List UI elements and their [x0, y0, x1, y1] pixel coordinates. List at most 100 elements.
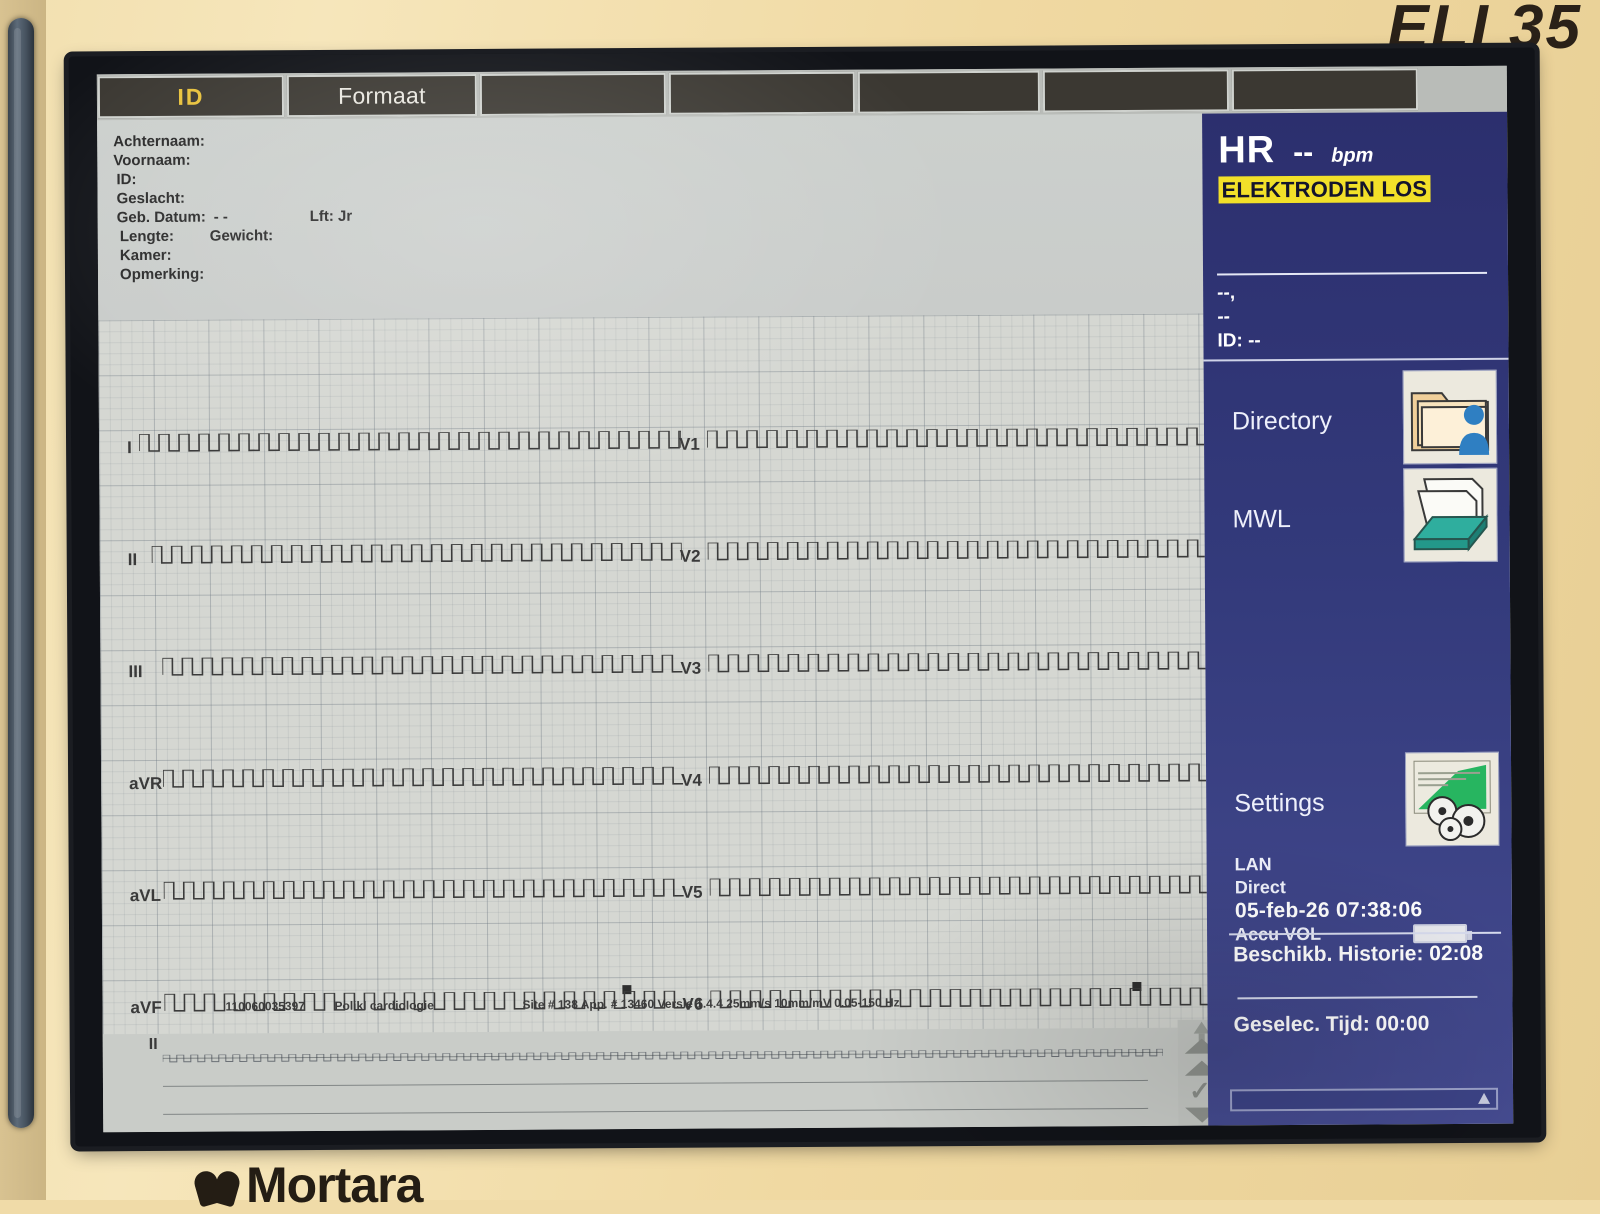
hr-sub-info: --, -- ID: --: [1217, 281, 1261, 353]
screen-bezel: ID Formaat Achternaam: Voornaam: ID: Ge: [68, 47, 1542, 1147]
rhythm-baseline: [162, 1079, 1148, 1087]
ecg-lead-label-v6: V6: [682, 994, 704, 1014]
ecg-lead-waveform-v4: [709, 763, 1208, 792]
hr-sub-line-1: --,: [1217, 282, 1236, 304]
ecg-lead-waveform-v6: [710, 987, 1208, 1016]
field-leeftijd-label: Lft: Jr: [309, 207, 353, 226]
ecg-lead-waveform-v3: [708, 651, 1208, 680]
tab-blank-4[interactable]: [1042, 69, 1230, 113]
hr-divider: [1217, 271, 1488, 276]
ecg-lead-waveform-v5: [709, 875, 1208, 904]
ecg-lead-label-i: I: [127, 438, 132, 458]
ecg-lead-v2: V2: [680, 525, 1208, 568]
ecg-lead-ii: II: [128, 529, 682, 572]
available-history-value: 02:08: [1429, 941, 1484, 966]
ecg-lead-label-v5: V5: [681, 882, 703, 902]
tab-blank-1[interactable]: [479, 72, 667, 116]
ecg-lead-waveform-i: [138, 430, 682, 460]
field-achternaam-label: Achternaam:: [113, 132, 205, 151]
hr-label: HR: [1218, 129, 1276, 172]
gear-chart-icon: [1404, 751, 1500, 847]
field-voornaam-label: Voornaam:: [113, 151, 191, 170]
hr-sub-line-2: --: [1217, 306, 1231, 328]
ecg-lead-label-avl: aVL: [129, 885, 162, 906]
field-geboortedatum-label: Geb. Datum:: [116, 208, 206, 227]
tab-blank-3[interactable]: [857, 70, 1041, 114]
device-handle-rail: [8, 18, 34, 1128]
manufacturer-name: Mortara: [246, 1157, 423, 1213]
field-kamer-label: Kamer:: [119, 246, 172, 265]
timeline-scrollbar[interactable]: [1230, 1087, 1499, 1112]
ecg-lead-avl: aVL: [130, 865, 684, 908]
status-mode: Direct: [1234, 877, 1286, 898]
sidebar-item-directory-label: Directory: [1231, 406, 1333, 435]
ecg-waveform-area: 110060035397 Polikl cardiologie Site # 1…: [98, 313, 1208, 1035]
tab-blank-5[interactable]: [1231, 68, 1419, 112]
rhythm-baseline: [163, 1107, 1149, 1115]
hr-unit: bpm: [1331, 144, 1374, 167]
ecg-lead-label-avf: aVF: [130, 997, 162, 1018]
tab-blank-2[interactable]: [668, 71, 856, 115]
ecg-lead-waveform-avl: [163, 878, 684, 908]
field-opmerking-label: Opmerking:: [119, 265, 205, 284]
rhythm-waveform: [162, 1046, 1164, 1063]
ecg-lead-label-ii: II: [127, 550, 138, 570]
ecg-lead-v1: V1: [679, 413, 1208, 456]
hr-sub-line-3: ID: --: [1217, 330, 1261, 352]
ecg-lead-waveform-avr: [163, 766, 684, 796]
rhythm-strip-area: II: [102, 1027, 1179, 1133]
folder-person-icon: [1402, 369, 1498, 465]
status-network: LAN: [1234, 854, 1272, 875]
ecg-lead-i: I: [127, 417, 682, 460]
ecg-lead-v6: V6: [682, 973, 1208, 1016]
sidebar-item-mwl[interactable]: MWL: [1204, 467, 1510, 570]
electrode-alarm-badge: ELEKTRODEN LOS: [1218, 175, 1431, 204]
ecg-lead-v5: V5: [682, 861, 1208, 904]
sidebar-item-settings-label: Settings: [1234, 788, 1325, 817]
ecg-lead-iii: III: [128, 641, 683, 684]
ecg-lead-avf: aVF: [130, 977, 685, 1020]
ecg-lead-waveform-ii: [151, 542, 682, 572]
ecg-lead-label-v4: V4: [681, 770, 702, 790]
ecg-lead-waveform-avf: [164, 990, 685, 1020]
mortara-heart-logo-icon: [196, 1165, 240, 1205]
tab-id[interactable]: ID: [97, 75, 285, 119]
ecg-lead-label-avr: aVR: [129, 773, 163, 794]
rhythm-lead-label: II: [148, 1035, 158, 1054]
tab-formaat[interactable]: Formaat: [286, 73, 478, 118]
ecg-lead-label-iii: III: [128, 662, 143, 682]
tab-formaat-label: Formaat: [337, 81, 426, 109]
worklist-documents-icon: [1403, 467, 1498, 563]
ecg-lead-label-v3: V3: [680, 658, 702, 678]
selected-time-value: 00:00: [1375, 1012, 1430, 1036]
patient-demographics-panel[interactable]: Achternaam: Voornaam: ID: Geslacht: Geb.…: [97, 113, 1204, 321]
field-patient-id-label: ID:: [116, 171, 137, 189]
heart-rate-panel: HR -- bpm ELEKTRODEN LOS --, -- ID: --: [1202, 111, 1509, 362]
ecg-lead-avr: aVR: [129, 753, 684, 796]
ecg-lead-waveform-v1: [706, 427, 1208, 456]
right-sidebar: HR -- bpm ELEKTRODEN LOS --, -- ID: -- D…: [1202, 111, 1514, 1126]
selected-time-divider: [1237, 995, 1478, 1000]
available-history: Beschikb. Historie: 02:08: [1233, 942, 1483, 968]
ecg-lead-waveform-v2: [707, 539, 1208, 568]
ecg-lead-waveform-iii: [162, 654, 683, 684]
sidebar-item-directory[interactable]: Directory: [1204, 369, 1510, 472]
manufacturer-brand: Mortara: [196, 1156, 423, 1214]
hr-value: --: [1293, 135, 1314, 170]
field-gewicht-label: Gewicht:: [209, 227, 274, 245]
status-datetime: 05-feb-26 07:38:06: [1234, 898, 1423, 923]
sidebar-item-settings[interactable]: Settings: [1206, 751, 1512, 854]
device-screen: ID Formaat Achternaam: Voornaam: ID: Ge: [96, 65, 1514, 1133]
ecg-lead-v4: V4: [681, 749, 1208, 792]
ecg-lead-label-v1: V1: [679, 434, 700, 454]
selected-time-label: Geselec. Tijd:: [1233, 1012, 1370, 1037]
ecg-lead-label-v2: V2: [679, 546, 701, 566]
heart-rate-row: HR -- bpm: [1218, 128, 1493, 173]
available-history-label: Beschikb. Historie:: [1233, 942, 1424, 967]
tab-id-label: ID: [177, 83, 205, 110]
field-geboortedatum-value: - -: [213, 208, 228, 226]
sidebar-item-mwl-label: MWL: [1232, 504, 1291, 533]
ecg-lead-v3: V3: [680, 637, 1208, 680]
field-geslacht-label: Geslacht:: [116, 189, 185, 208]
